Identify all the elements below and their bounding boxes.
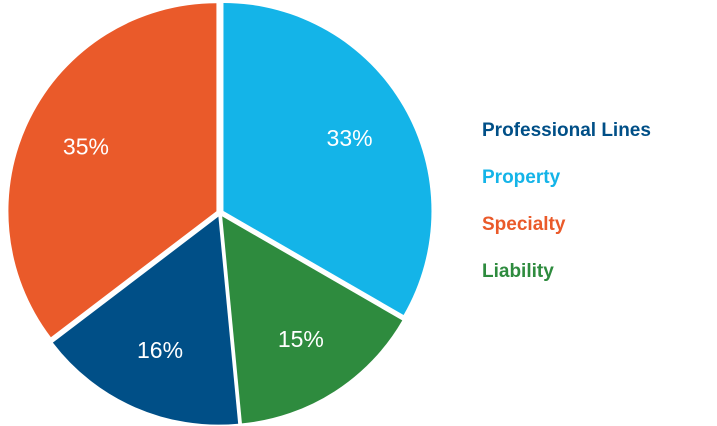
pie-slice-property xyxy=(223,3,432,315)
legend-item-liability: Liability xyxy=(482,261,554,282)
chart-legend: Professional Lines Property Specialty Li… xyxy=(482,116,651,304)
slice-label-professional-lines: 16% xyxy=(137,337,183,363)
slice-label-liability: 15% xyxy=(278,326,324,352)
slice-label-specialty: 35% xyxy=(63,134,109,160)
pie-slice-specialty xyxy=(8,3,217,338)
pie-chart: 33% 15% 16% 35% xyxy=(8,3,432,425)
legend-item-property: Property xyxy=(482,167,561,188)
slice-label-property: 33% xyxy=(327,125,373,151)
pie-slice-professional-lines xyxy=(52,216,239,425)
legend-item-specialty: Specialty xyxy=(482,214,566,235)
pie-slice-liability xyxy=(222,216,403,424)
legend-item-professional-lines: Professional Lines xyxy=(482,120,651,141)
